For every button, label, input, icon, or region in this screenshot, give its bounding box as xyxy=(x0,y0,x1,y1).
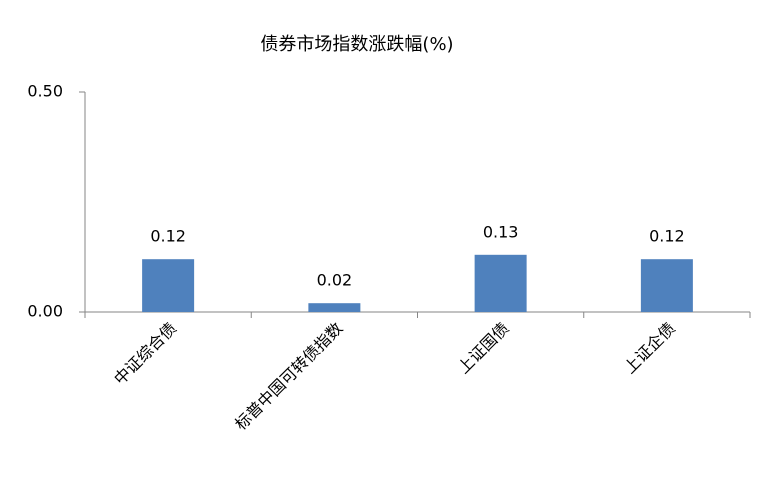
value-label: 0.13 xyxy=(483,222,519,241)
bar xyxy=(640,259,693,312)
x-tick-label: 标普中国可转债指数 xyxy=(231,319,346,434)
value-label: 0.12 xyxy=(649,227,685,246)
x-tick-label: 上证企债 xyxy=(620,319,679,378)
x-tick-label: 中证综合债 xyxy=(110,319,180,389)
y-tick-label: 0.50 xyxy=(27,82,63,101)
chart-title: 债券市场指数涨跌幅(%) xyxy=(260,34,453,55)
y-tick-label: 0.00 xyxy=(27,302,63,321)
bar xyxy=(474,254,527,312)
bar xyxy=(142,259,195,312)
value-label: 0.12 xyxy=(150,227,186,246)
x-tick-label: 上证国债 xyxy=(454,319,513,378)
bar xyxy=(308,303,361,312)
value-label: 0.02 xyxy=(317,271,353,290)
